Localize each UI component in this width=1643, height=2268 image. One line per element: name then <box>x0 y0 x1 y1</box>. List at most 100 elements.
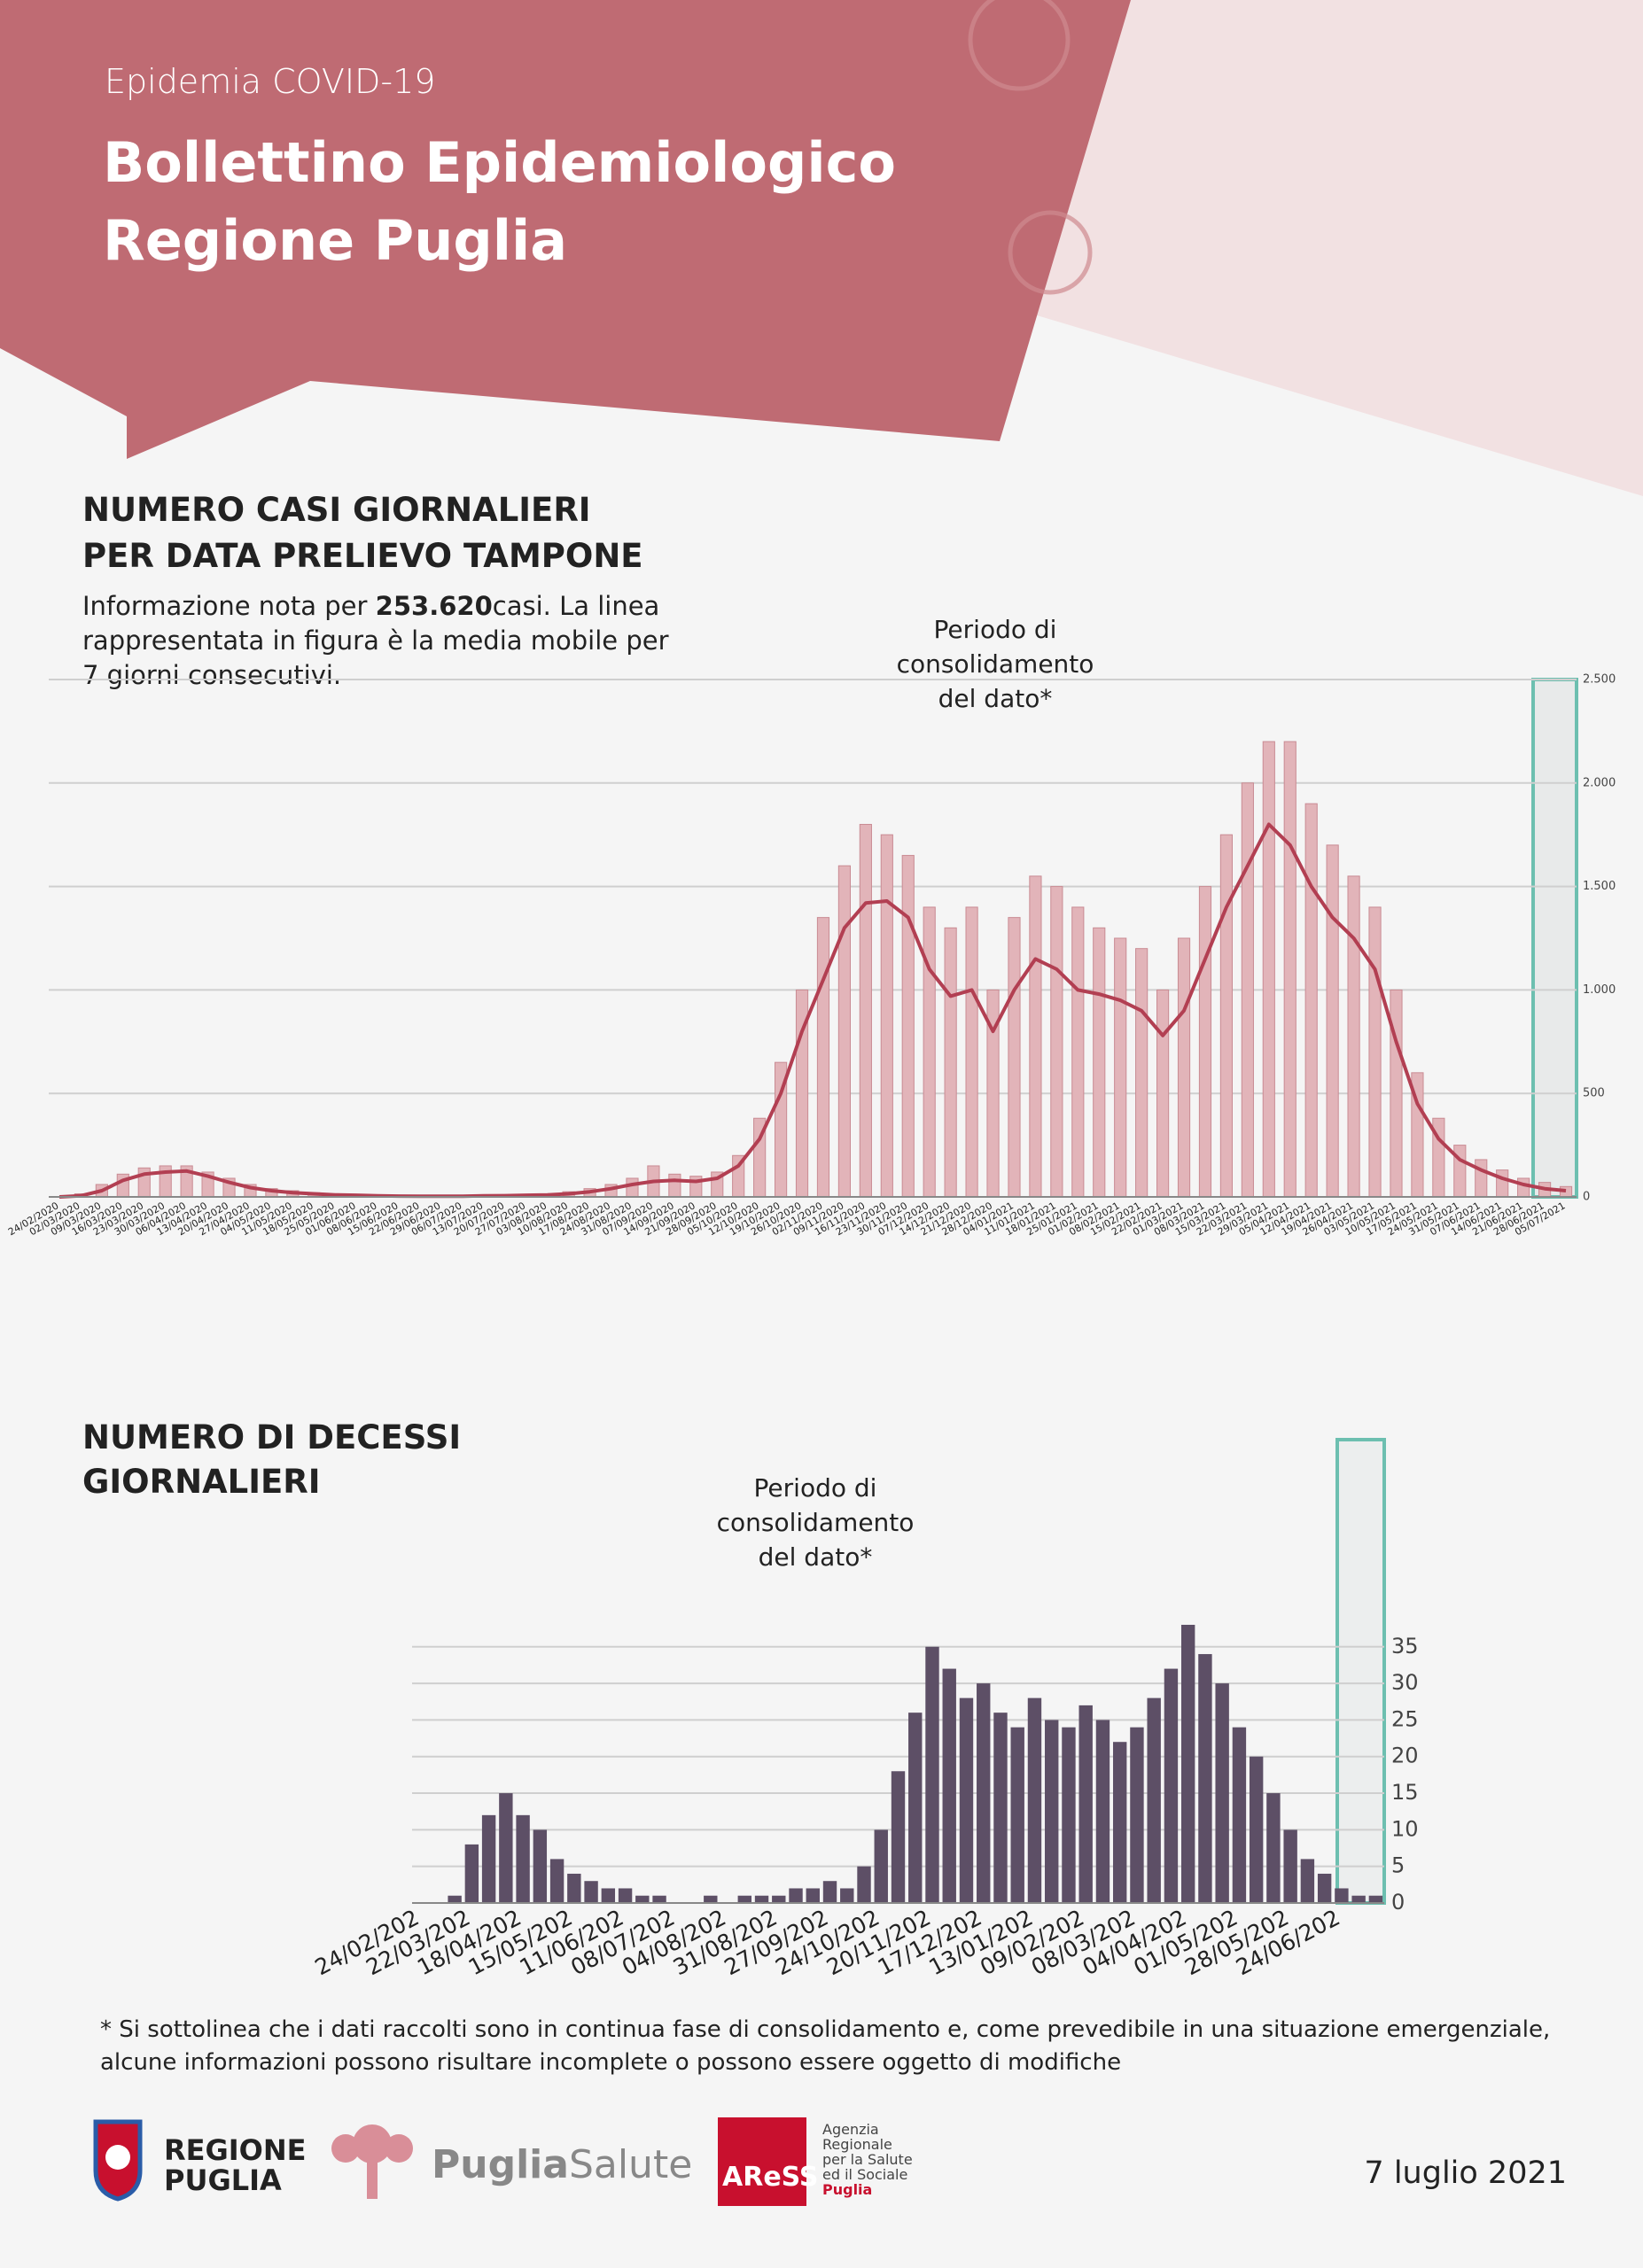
bar <box>464 1844 479 1903</box>
bar <box>549 1859 565 1903</box>
bar <box>1326 844 1339 1198</box>
footnote: * Si sottolinea che i dati raccolti sono… <box>100 2014 1550 2079</box>
bar <box>1347 875 1360 1198</box>
y-tick-label: 1.500 <box>1583 880 1616 893</box>
bar <box>1147 1697 1161 1903</box>
bar <box>1114 937 1127 1198</box>
annotation: Periodo di <box>934 615 1057 644</box>
bar <box>1198 1654 1212 1903</box>
aress-description: Agenzia Regionale per la Salute ed il So… <box>822 2122 913 2197</box>
bar <box>1262 741 1275 1198</box>
bar <box>908 1713 923 1903</box>
bar <box>1241 782 1254 1198</box>
bar <box>704 1895 718 1903</box>
regione-label: REGIONE PUGLIA <box>164 2135 307 2195</box>
bar <box>601 1888 616 1903</box>
aress-line: Regionale <box>822 2136 892 2153</box>
bar <box>1027 1697 1042 1903</box>
y-tick-label: 1.000 <box>1583 983 1616 997</box>
bar <box>1390 989 1403 1198</box>
bar <box>448 1895 462 1903</box>
bar <box>1112 1742 1127 1903</box>
consolidation-box <box>1531 678 1578 1199</box>
bar <box>1093 927 1106 1198</box>
description-text: casi. La linea rappresentata in figura è… <box>82 591 669 690</box>
pugliasalute-logo <box>331 2124 413 2199</box>
bar <box>944 927 957 1198</box>
title-line: Regione Puglia <box>103 208 568 273</box>
bar <box>618 1888 633 1903</box>
bar <box>1266 1793 1281 1903</box>
y-tick-label: 25 <box>1391 1706 1419 1731</box>
annotation: Periodo di <box>754 1473 877 1503</box>
date: 7 luglio 2021 <box>1364 2155 1567 2191</box>
bar <box>923 906 936 1198</box>
bar <box>1095 1720 1110 1903</box>
header-light-shape <box>1019 0 1643 496</box>
pugliasalute-light: Salute <box>568 2142 693 2187</box>
bar <box>925 1646 939 1903</box>
bar <box>652 1895 666 1903</box>
bar <box>1335 1888 1349 1903</box>
bar <box>626 1177 639 1198</box>
bar <box>1050 886 1063 1198</box>
bar <box>1130 1727 1144 1903</box>
bar <box>1249 1756 1264 1903</box>
bar <box>840 1888 854 1903</box>
chart-title: NUMERO CASI GIORNALIERI PER DATA PRELIEV… <box>82 487 643 579</box>
bar <box>816 917 830 1198</box>
bar <box>1029 875 1042 1198</box>
y-tick-label: 30 <box>1391 1670 1419 1695</box>
footnote-line: * Si sottolinea che i dati raccolti sono… <box>100 2016 1551 2043</box>
annotation: consolidamento <box>897 649 1094 679</box>
bar <box>1135 948 1149 1198</box>
bar <box>965 906 978 1198</box>
aress-line: Agenzia <box>822 2121 879 2138</box>
bar <box>1496 1169 1509 1198</box>
bar <box>891 1771 906 1903</box>
pugliasalute-bold: Puglia <box>432 2142 569 2187</box>
bar <box>737 1895 751 1903</box>
bar <box>516 1814 530 1903</box>
chart-title-line: NUMERO DI DECESSI <box>82 1418 462 1456</box>
description: Informazione nota per 253.620casi. La li… <box>82 589 685 693</box>
bar <box>533 1829 548 1903</box>
description-highlight: 253.620 <box>375 591 493 621</box>
bar <box>1317 1873 1332 1903</box>
bar <box>1071 906 1085 1198</box>
y-tick-label: 5 <box>1391 1853 1405 1878</box>
virus-icon <box>968 0 1093 295</box>
bar <box>1156 989 1170 1198</box>
bar <box>1045 1720 1059 1903</box>
bar <box>754 1895 769 1903</box>
chart-title-line: PER DATA PRELIEVO TAMPONE <box>82 537 643 575</box>
bar <box>1215 1683 1229 1903</box>
y-tick-label: 2.000 <box>1583 776 1616 789</box>
bar <box>1304 803 1318 1198</box>
title: Bollettino Epidemiologico Regione Puglia <box>103 124 896 280</box>
bar <box>668 1173 681 1198</box>
bar <box>993 1713 1008 1903</box>
chart-title-line: NUMERO CASI GIORNALIERI <box>82 491 591 529</box>
bar <box>1177 937 1191 1198</box>
subtitle: Epidemia COVID-19 <box>105 62 436 101</box>
y-tick-label: 2.500 <box>1583 673 1616 687</box>
bar <box>1368 1895 1383 1903</box>
bar <box>635 1895 650 1903</box>
y-tick-label: 0 <box>1391 1890 1405 1915</box>
aress-line: ed il Sociale <box>822 2166 908 2183</box>
pugliasalute-label: PugliaSalute <box>432 2142 692 2187</box>
bar <box>1198 886 1212 1198</box>
bar <box>1453 1145 1467 1198</box>
bar <box>1475 1159 1488 1198</box>
bar <box>584 1881 598 1903</box>
bar <box>1232 1727 1247 1903</box>
bar <box>857 1866 871 1903</box>
bar <box>772 1895 786 1903</box>
regione-line: REGIONE <box>164 2133 307 2167</box>
y-tick-label: 15 <box>1391 1780 1419 1805</box>
bar <box>1180 1625 1195 1903</box>
y-tick-label: 20 <box>1391 1744 1419 1768</box>
